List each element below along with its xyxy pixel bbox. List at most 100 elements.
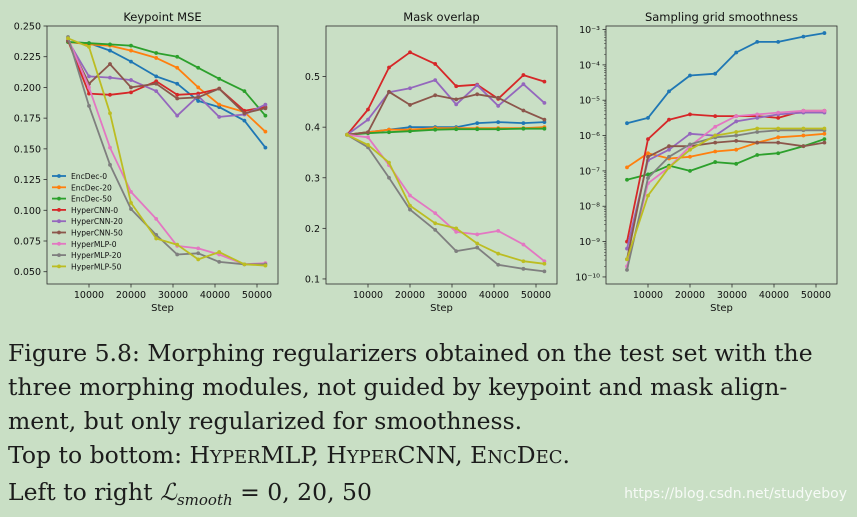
data-point [242, 118, 247, 123]
data-point [154, 89, 159, 94]
data-point [801, 34, 806, 39]
data-point [129, 59, 133, 64]
data-point [129, 85, 133, 90]
data-point [263, 106, 268, 111]
data-point [496, 228, 501, 233]
series-hypermlp-0 [345, 132, 547, 264]
data-point [667, 165, 671, 170]
series-line [626, 109, 825, 267]
data-point [713, 160, 718, 164]
data-point [776, 110, 781, 115]
data-point [454, 229, 459, 234]
data-point [667, 89, 671, 94]
data-point [521, 73, 526, 77]
x-tick-label: 40000 [200, 290, 230, 301]
legend-marker [57, 196, 61, 201]
data-point [822, 108, 827, 113]
legend-marker [57, 208, 61, 212]
data-point [755, 115, 760, 120]
data-point [496, 120, 501, 125]
x-tick-label: 50000 [521, 290, 551, 301]
data-point [755, 130, 760, 134]
data-point [454, 84, 459, 89]
module-hypercnn-part-3: CNN [397, 441, 456, 469]
series-encdec-50 [66, 40, 268, 118]
data-point [217, 115, 222, 119]
data-point [196, 65, 201, 70]
legend-entry: EncDec-50 [71, 195, 112, 204]
data-point [366, 142, 370, 147]
y-tick-label: 10⁻⁶ [579, 131, 600, 142]
data-point [713, 149, 718, 154]
data-point [542, 117, 547, 122]
data-point [776, 40, 781, 44]
data-point [776, 115, 781, 120]
figure-caption: Figure 5.8: Morphing regularizers obtain… [8, 336, 846, 517]
data-point [542, 261, 547, 266]
data-point [755, 112, 760, 117]
data-point [175, 81, 180, 86]
legend-entry: HyperMLP-0 [71, 240, 117, 249]
module-encdec-part-2: NC [487, 447, 517, 468]
data-point [625, 121, 629, 126]
data-point [87, 103, 91, 108]
data-point [688, 147, 692, 152]
data-point [801, 133, 806, 138]
data-point [713, 133, 718, 138]
data-point [408, 103, 412, 107]
y-tick-label: 0.050 [14, 267, 41, 278]
module-encdec-part-4: EC [535, 447, 563, 468]
data-point [475, 232, 480, 237]
data-point [688, 142, 692, 147]
data-point [521, 121, 526, 126]
data-point [196, 85, 201, 90]
data-point [366, 130, 370, 135]
data-point [822, 31, 827, 35]
data-point [387, 130, 391, 135]
data-point [755, 153, 760, 157]
data-point [242, 262, 247, 267]
chart-title: Sampling grid smoothness [645, 10, 798, 24]
series-line [67, 37, 266, 267]
data-point [542, 100, 547, 105]
data-point [433, 78, 438, 83]
data-point [129, 201, 133, 205]
data-point [646, 176, 650, 180]
data-point [217, 250, 222, 254]
data-point [366, 135, 370, 140]
axes-frame [46, 25, 279, 285]
chart-title: Keypoint MSE [123, 10, 201, 24]
series-line [626, 139, 825, 260]
data-point [154, 51, 159, 55]
data-point [475, 83, 480, 88]
data-point [408, 129, 412, 134]
data-point [625, 165, 629, 170]
y-tick-label: 10⁻⁵ [579, 96, 600, 107]
data-point [521, 259, 526, 264]
legend-entry: HyperCNN-0 [71, 206, 118, 215]
data-point [196, 95, 201, 100]
caption-line-1: Figure 5.8: Morphing regularizers obtain… [8, 336, 846, 370]
data-point [496, 262, 501, 267]
data-point [433, 211, 438, 216]
data-point [154, 81, 159, 86]
module-name-encdec: ENCDEC [470, 441, 562, 469]
y-tick-label: 0.5 [305, 72, 320, 83]
data-point [154, 56, 159, 60]
series-hypermlp-50 [66, 36, 268, 268]
caption-sep-1: , [311, 441, 327, 469]
data-point [175, 92, 180, 97]
data-point [734, 130, 739, 134]
module-hypermlp-part-1: H [189, 441, 210, 469]
module-encdec-part-3: D [516, 441, 536, 469]
data-point [175, 252, 180, 257]
series-hypermlp-20 [345, 132, 547, 274]
data-point [688, 73, 692, 78]
data-point [387, 160, 391, 165]
data-point [822, 137, 827, 141]
x-tick-label: 20000 [675, 290, 705, 301]
legend-entry: EncDec-20 [71, 183, 112, 192]
data-point [713, 114, 718, 119]
series-line [626, 127, 825, 260]
chart-panel-1: Keypoint MSE 10000 20000 30000 40000 50000 Ste… [14, 10, 279, 314]
